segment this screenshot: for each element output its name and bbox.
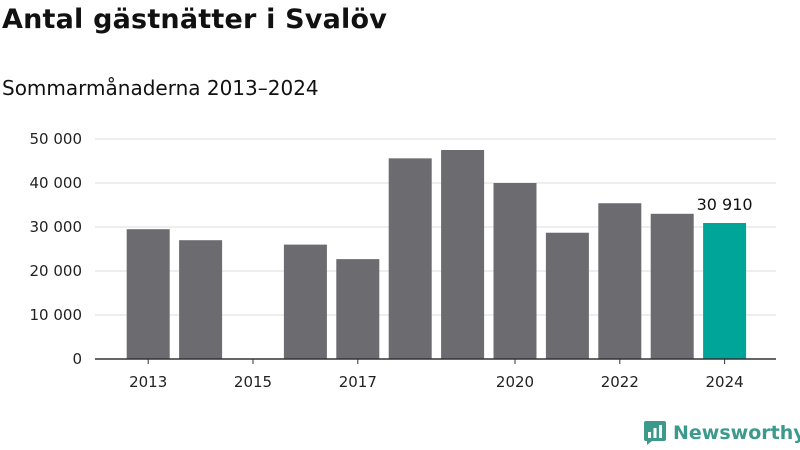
y-tick-label: 40 000	[30, 174, 83, 192]
value-label: 30 910	[697, 195, 753, 214]
newsworthy-logo-text: Newsworthy	[673, 422, 800, 444]
newsworthy-logo-icon	[644, 421, 666, 445]
x-tick-label: 2015	[234, 373, 272, 391]
newsworthy-logo: Newsworthy	[643, 420, 800, 446]
bar-2020	[493, 183, 537, 359]
x-tick-label: 2022	[601, 373, 639, 391]
bar-2019	[441, 150, 485, 359]
y-tick-label: 20 000	[30, 262, 83, 280]
y-tick-label: 30 000	[30, 218, 83, 236]
x-tick-label: 2013	[129, 373, 167, 391]
bar-2017	[336, 259, 380, 359]
bar-2013	[126, 229, 170, 359]
bar-2024	[703, 222, 747, 359]
y-tick-label: 0	[72, 350, 82, 368]
chart-title: Antal gästnätter i Svalöv	[2, 4, 388, 35]
chart-subtitle: Sommarmånaderna 2013–2024	[2, 76, 319, 100]
x-tick-label: 2017	[339, 373, 377, 391]
bar-2016	[283, 244, 327, 359]
bar-2014	[179, 240, 223, 359]
x-tick-label: 2024	[706, 373, 744, 391]
y-tick-label: 10 000	[30, 306, 83, 324]
bar-2022	[598, 203, 642, 359]
bar-2018	[388, 158, 432, 359]
bar-2023	[650, 213, 694, 359]
x-tick-label: 2020	[496, 373, 534, 391]
bar-2021	[545, 232, 589, 359]
y-tick-label: 50 000	[30, 130, 83, 148]
